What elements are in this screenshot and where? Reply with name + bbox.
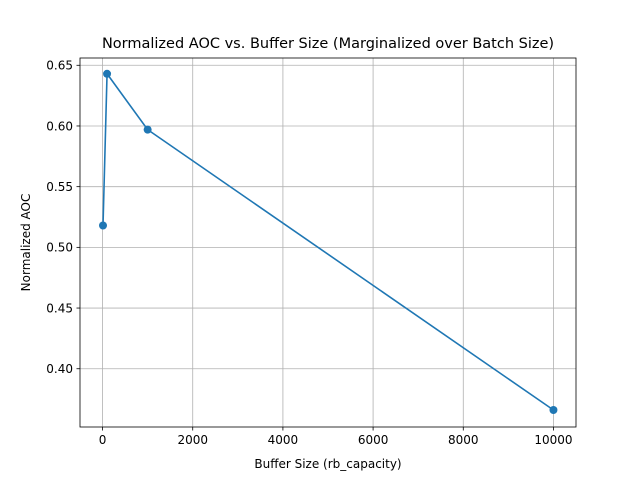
data-point: [103, 69, 112, 78]
data-point: [549, 406, 558, 415]
chart-title: Normalized AOC vs. Buffer Size (Marginal…: [102, 36, 554, 52]
x-tick-label: 0: [99, 433, 107, 447]
plot-frame: [79, 57, 577, 428]
y-tick-label: 0.45: [46, 301, 73, 315]
data-point: [143, 125, 152, 134]
x-axis-label: Buffer Size (rb_capacity): [254, 457, 401, 471]
data-point: [98, 221, 107, 230]
ticks: 0 2000 4000 6000 8000 10000 0.40 0.45 0.50 0.55 0.…: [46, 59, 572, 447]
x-tick-label: 10000: [534, 433, 572, 447]
y-tick-label: 0.50: [46, 241, 73, 255]
x-tick-label: 4000: [268, 433, 299, 447]
y-axis-label: Normalized AOC: [19, 194, 33, 292]
grid: [80, 58, 576, 427]
y-tick-label: 0.65: [46, 59, 73, 73]
series-layer: [98, 69, 558, 415]
y-tick-label: 0.40: [46, 362, 73, 376]
x-tick-label: 8000: [448, 433, 479, 447]
y-tick-label: 0.55: [46, 180, 73, 194]
y-tick-label: 0.60: [46, 119, 73, 133]
x-tick-label: 6000: [358, 433, 389, 447]
series-line: [102, 72, 554, 411]
x-tick-label: 2000: [177, 433, 208, 447]
